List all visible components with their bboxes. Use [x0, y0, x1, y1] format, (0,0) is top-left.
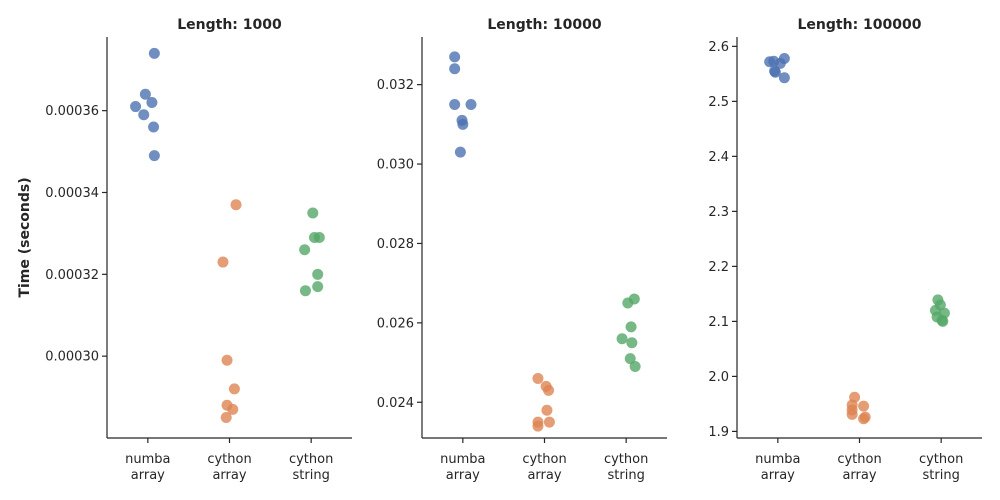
chart-panel-3: Length: 100000 1.9 2.0 2.1 2.2 2.3 2.4 2.5 2.6 nu… — [708, 17, 982, 483]
data-point — [543, 416, 555, 428]
data-point — [148, 150, 160, 162]
y-tick-label: 2.3 — [708, 205, 729, 220]
y-tick-label: 2.2 — [708, 260, 729, 275]
data-point — [778, 72, 790, 84]
y-axis-label: Time (seconds) — [17, 177, 33, 297]
data-point — [230, 199, 242, 211]
data-point — [622, 297, 634, 309]
data-point — [312, 281, 324, 293]
y-tick-label: 1.9 — [708, 425, 729, 440]
data-point — [221, 354, 233, 366]
data-point — [532, 372, 544, 384]
panel-title: Length: 100000 — [798, 17, 922, 33]
data-point — [312, 268, 324, 280]
y-tick-label: 2.5 — [708, 95, 729, 110]
y-tick-label: 0.00030 — [45, 350, 99, 365]
y-tick-label: 0.028 — [377, 237, 414, 252]
x-tick-label: numba array — [440, 452, 485, 483]
data-point — [228, 383, 240, 395]
data-point — [146, 96, 158, 108]
data-point — [541, 404, 553, 416]
x-tick-label: cython string — [289, 452, 333, 483]
x-tick-label: numba array — [125, 452, 170, 483]
y-tick-label: 0.024 — [377, 396, 414, 411]
data-point — [449, 98, 461, 110]
data-point — [454, 146, 466, 158]
data-point — [313, 232, 325, 243]
chart-panel-2: Length: 10000 0.024 0.026 0.028 0.030 0.032 nu… — [377, 17, 667, 483]
data-point — [858, 400, 870, 412]
data-point — [138, 109, 150, 121]
data-point — [217, 256, 229, 268]
data-point — [449, 51, 461, 63]
data-point — [629, 361, 641, 373]
data-point — [858, 413, 870, 425]
y-tick-label: 0.00036 — [45, 104, 99, 119]
panel-title: Length: 10000 — [487, 17, 602, 33]
data-point — [465, 98, 477, 110]
y-tick-label: 0.032 — [377, 78, 414, 93]
data-point — [937, 315, 949, 327]
data-point — [220, 412, 232, 424]
data-point — [457, 118, 469, 130]
data-point — [139, 88, 151, 100]
x-tick-label: cython string — [919, 452, 963, 483]
data-point — [148, 121, 160, 133]
data-point — [299, 244, 311, 256]
data-point — [769, 66, 781, 78]
chart-panel-1: Length: 1000 0.00030 0.00032 0.00034 0.00036… — [17, 17, 352, 483]
x-tick-label: cython array — [207, 452, 251, 483]
data-point — [624, 353, 636, 365]
x-tick-label: cython string — [604, 452, 648, 483]
y-tick-label: 0.030 — [377, 158, 414, 173]
data-point — [449, 63, 461, 75]
data-point — [616, 333, 628, 345]
y-tick-label: 2.1 — [708, 315, 729, 330]
data-point — [227, 403, 239, 415]
chart-panels: Length: 1000 0.00030 0.00032 0.00034 0.00036… — [17, 17, 982, 483]
data-point — [846, 408, 858, 420]
y-tick-label: 0.026 — [377, 316, 414, 331]
x-tick-label: numba array — [755, 452, 800, 483]
y-tick-label: 2.6 — [708, 40, 729, 55]
data-point — [774, 57, 786, 69]
data-point — [307, 207, 319, 219]
data-point — [130, 101, 142, 113]
data-point — [625, 321, 637, 333]
data-point — [626, 337, 638, 349]
x-tick-label: cython array — [522, 452, 566, 483]
data-point — [148, 47, 160, 59]
y-tick-label: 2.0 — [708, 370, 729, 385]
x-tick-label: cython array — [837, 452, 881, 483]
y-tick-label: 0.00034 — [45, 186, 99, 201]
y-tick-label: 2.4 — [708, 150, 729, 165]
data-point — [532, 420, 544, 432]
data-point — [543, 384, 555, 396]
y-tick-label: 0.00032 — [45, 268, 99, 283]
data-point — [299, 285, 311, 297]
panel-title: Length: 1000 — [177, 17, 282, 33]
